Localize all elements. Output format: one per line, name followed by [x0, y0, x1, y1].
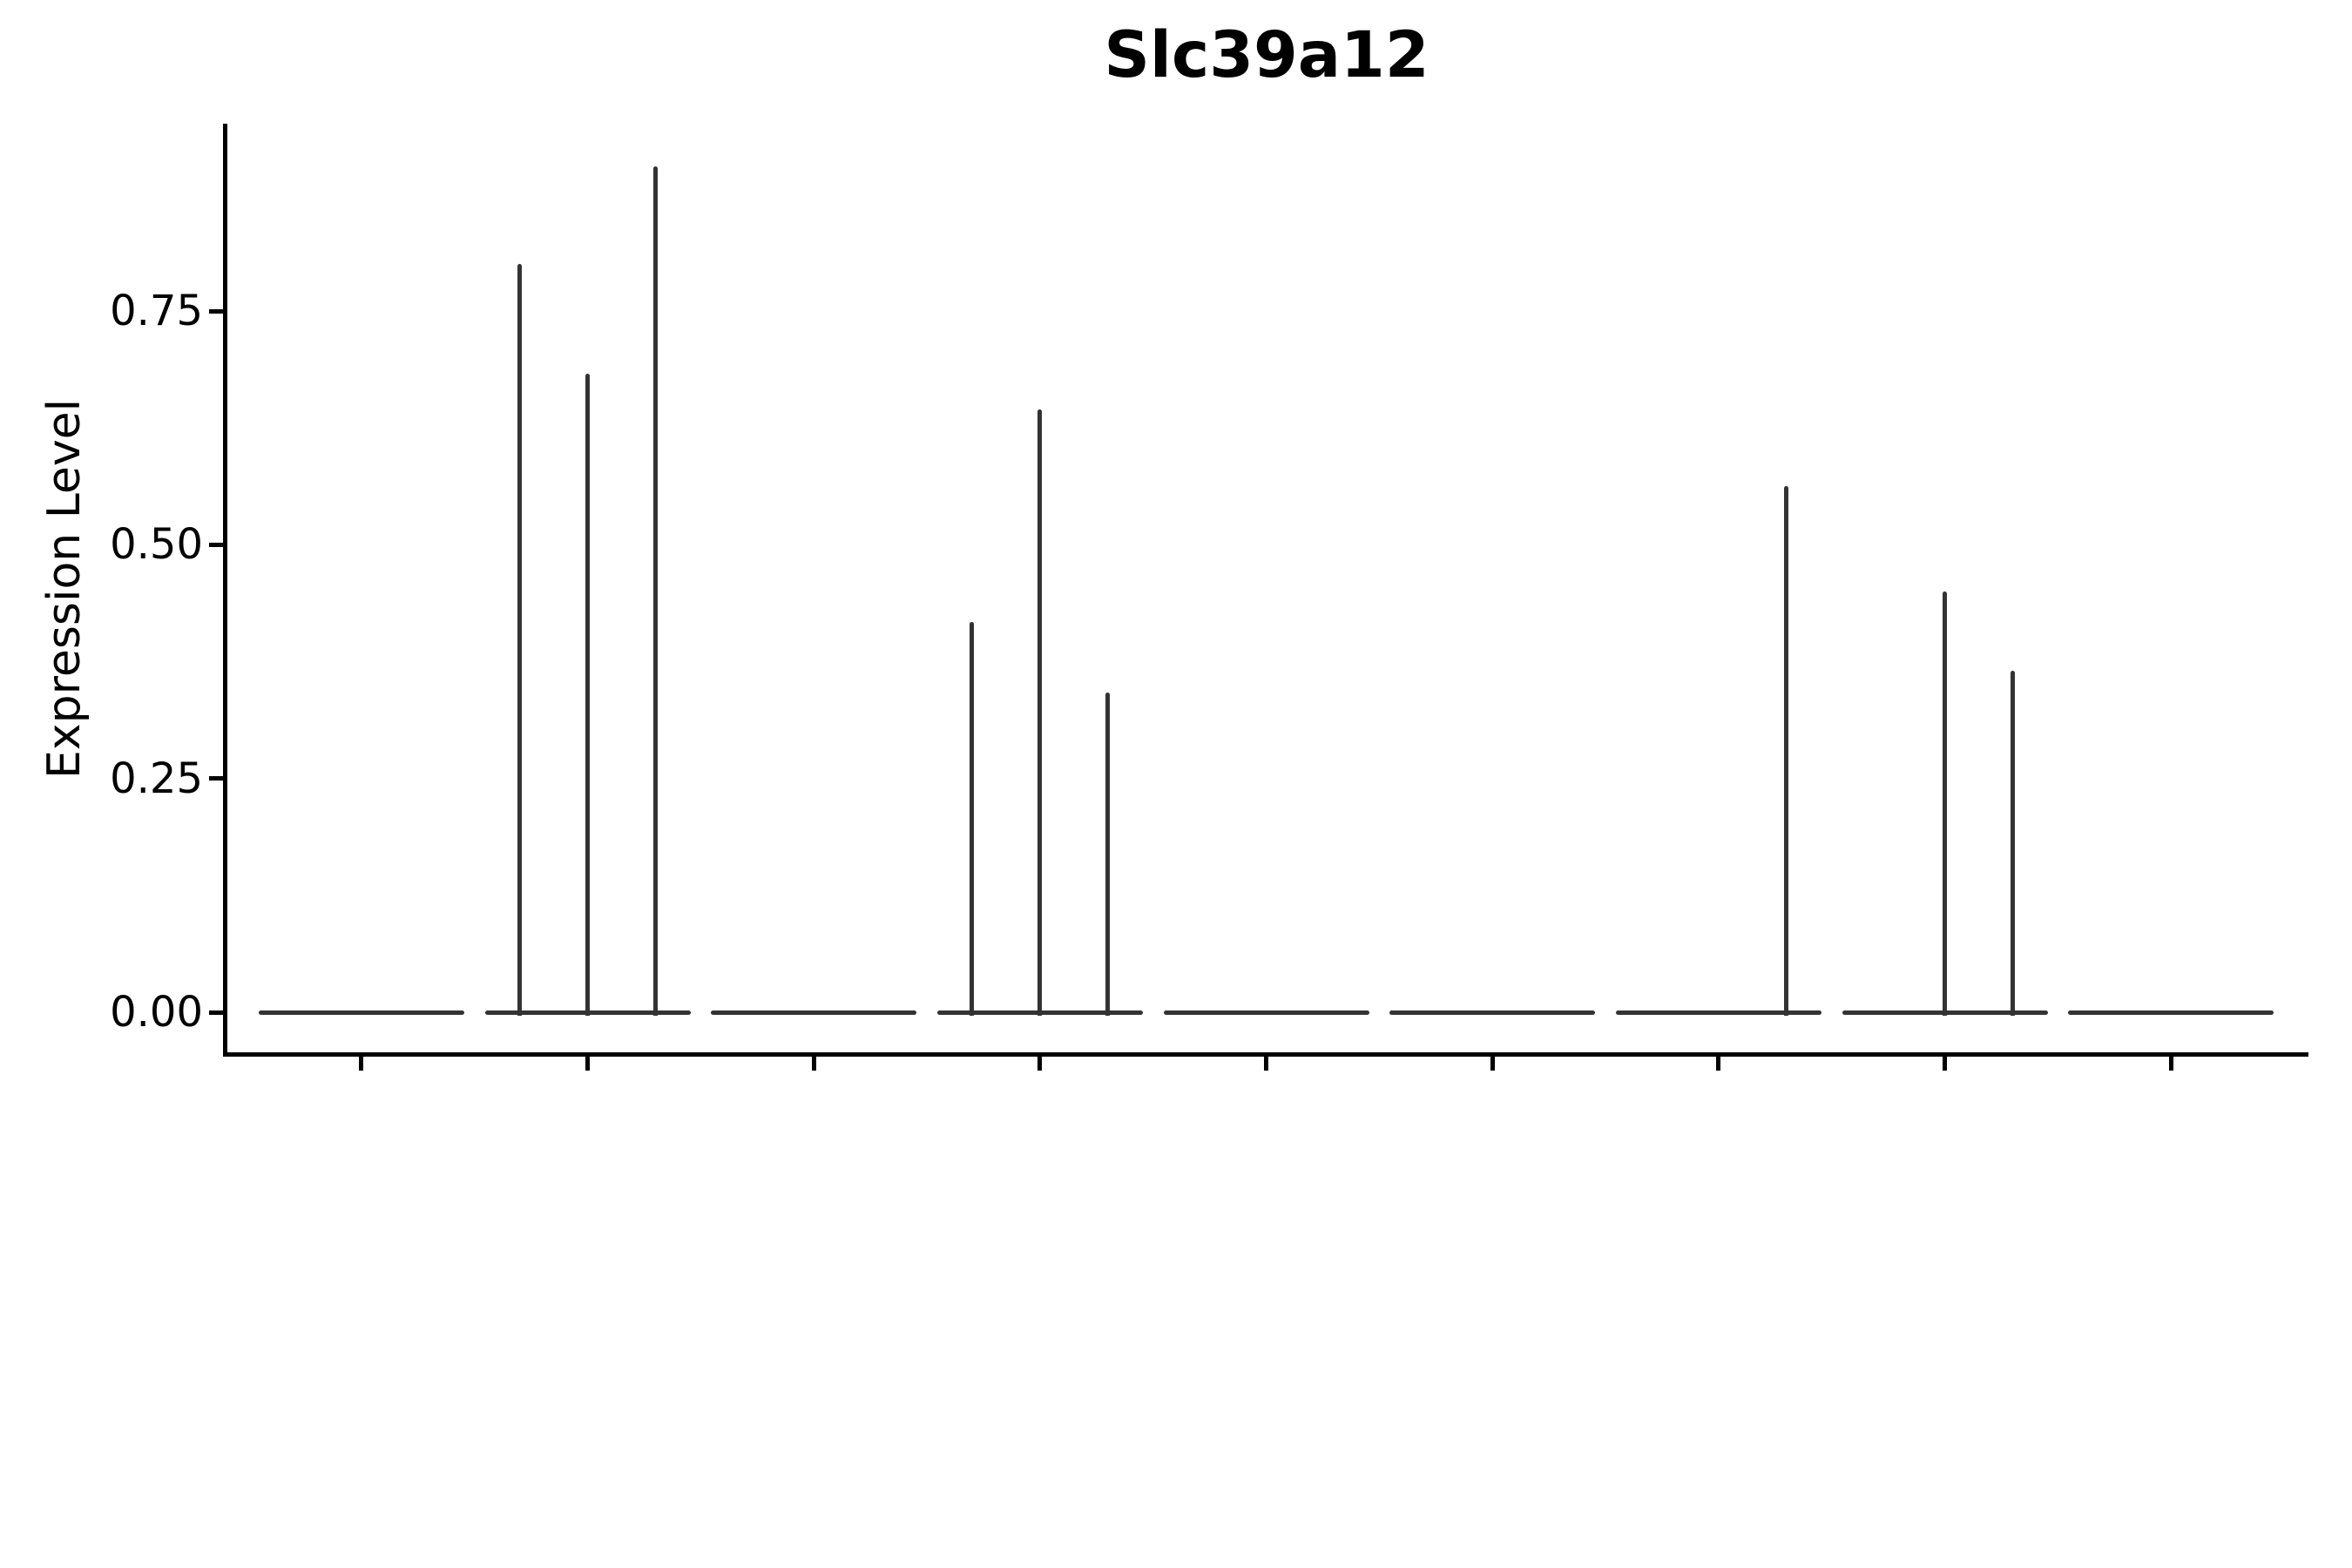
violin-baseline	[1615, 1010, 1821, 1015]
x-tick	[811, 1057, 816, 1071]
y-tick-label: 0.75	[110, 287, 203, 335]
violin-baseline	[2068, 1010, 2274, 1015]
violin-needle	[1943, 591, 1948, 1016]
chart-title: Slc39a12	[1104, 18, 1429, 92]
violin-needle	[1037, 409, 1043, 1016]
violin-needle	[517, 264, 523, 1016]
x-tick	[1264, 1057, 1269, 1071]
y-axis-label-text: Expression Level	[38, 398, 91, 780]
y-axis-spine	[223, 124, 227, 1057]
violin-needle	[652, 166, 658, 1016]
y-axis-label: Expression Level	[12, 124, 117, 1054]
violin-baseline	[711, 1010, 917, 1015]
x-axis-spine	[223, 1052, 2308, 1057]
y-tick	[209, 542, 223, 547]
x-tick	[2168, 1057, 2173, 1071]
violin-baseline	[1389, 1010, 1596, 1015]
y-tick-label: 0.50	[110, 520, 203, 570]
violin-needle	[1784, 485, 1789, 1016]
violin-baseline	[1163, 1010, 1369, 1015]
x-tick	[585, 1057, 591, 1071]
violin-needle	[1105, 692, 1111, 1016]
x-tick	[359, 1057, 364, 1071]
violin-needle	[970, 622, 975, 1016]
x-tick	[1943, 1057, 1948, 1071]
violin-needle	[585, 373, 591, 1016]
y-tick	[209, 776, 223, 781]
x-tick	[1490, 1057, 1495, 1071]
y-tick-label: 0.25	[110, 754, 203, 803]
x-tick	[1037, 1057, 1043, 1071]
y-tick	[209, 1010, 223, 1015]
violin-needle	[2010, 671, 2015, 1016]
x-tick	[1716, 1057, 1721, 1071]
y-tick-label: 0.00	[110, 988, 203, 1037]
y-tick	[209, 308, 223, 314]
violin-baseline	[258, 1010, 464, 1015]
